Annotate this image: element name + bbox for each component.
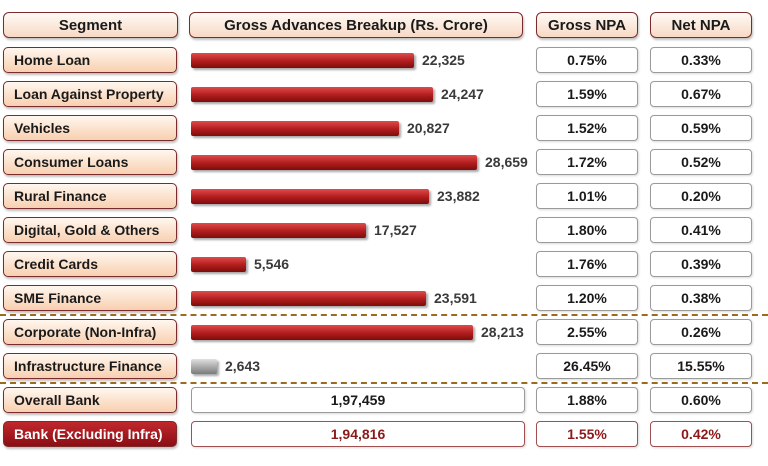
gross-npa-cell: 1.52% [536, 115, 638, 141]
segment-label-overall-bank: Overall Bank [3, 387, 177, 413]
advances-bar-label: 17,527 [374, 222, 417, 238]
header-segment: Segment [3, 12, 178, 38]
segment-label-home-loan: Home Loan [3, 47, 177, 73]
gross-npa-cell: 1.59% [536, 81, 638, 107]
advances-bar-label: 2,643 [225, 358, 261, 374]
net-npa-cell: 0.52% [650, 149, 752, 175]
header-gross-npa: Gross NPA [536, 12, 638, 38]
advances-bar [191, 53, 414, 68]
advances-bar [191, 223, 366, 238]
segment-label-credit-cards: Credit Cards [3, 251, 177, 277]
advances-total-excl-infra: 1,94,816 [191, 421, 525, 447]
advances-bar-label: 5,546 [254, 256, 290, 272]
header-segment-label: Segment [58, 16, 123, 34]
header-gross-npa-label: Gross NPA [547, 16, 627, 34]
segment-label-bank-excl-infra: Bank (Excluding Infra) [3, 421, 177, 447]
advances-bar [191, 325, 473, 340]
gross-npa-cell: 1.20% [536, 285, 638, 311]
advances-bar-label: 20,827 [407, 120, 450, 136]
net-npa-cell: 0.26% [650, 319, 752, 345]
segment-label-infrastructure: Infrastructure Finance [3, 353, 177, 379]
segment-label-lap: Loan Against Property [3, 81, 177, 107]
advances-bar [191, 87, 433, 102]
gross-npa-cell: 1.72% [536, 149, 638, 175]
gross-npa-cell: 0.75% [536, 47, 638, 73]
segment-label-rural-finance: Rural Finance [3, 183, 177, 209]
header-net-npa: Net NPA [650, 12, 752, 38]
net-npa-cell: 0.41% [650, 217, 752, 243]
advances-total-overall: 1,97,459 [191, 387, 525, 413]
segment-label-consumer-loans: Consumer Loans [3, 149, 177, 175]
segment-label-corporate: Corporate (Non-Infra) [3, 319, 177, 345]
section-divider [0, 382, 768, 384]
advances-bar [191, 189, 429, 204]
net-npa-cell: 0.39% [650, 251, 752, 277]
advances-bar-label: 28,213 [481, 324, 524, 340]
section-divider [0, 314, 768, 316]
advances-bar-label: 23,882 [437, 188, 480, 204]
header-advances-label: Gross Advances Breakup (Rs. Crore) [224, 16, 488, 34]
net-npa-cell: 0.38% [650, 285, 752, 311]
net-npa-cell: 15.55% [650, 353, 752, 379]
segment-label-sme-finance: SME Finance [3, 285, 177, 311]
net-npa-cell: 0.59% [650, 115, 752, 141]
gross-npa-cell: 1.76% [536, 251, 638, 277]
header-advances: Gross Advances Breakup (Rs. Crore) [189, 12, 523, 38]
gross-npa-cell-excl-infra: 1.55% [536, 421, 638, 447]
net-npa-cell: 0.33% [650, 47, 752, 73]
gross-npa-cell: 1.01% [536, 183, 638, 209]
advances-bar [191, 121, 399, 136]
gross-npa-cell: 2.55% [536, 319, 638, 345]
advances-bar [191, 257, 246, 272]
gross-npa-cell: 1.80% [536, 217, 638, 243]
advances-bar-label: 28,659 [485, 154, 528, 170]
advances-bar-label: 22,325 [422, 52, 465, 68]
advances-bar [191, 359, 217, 374]
header-net-npa-label: Net NPA [671, 16, 731, 34]
segment-label-digital-gold: Digital, Gold & Others [3, 217, 177, 243]
advances-bar-label: 23,591 [434, 290, 477, 306]
gross-npa-cell: 26.45% [536, 353, 638, 379]
segment-label-vehicles: Vehicles [3, 115, 177, 141]
advances-bar [191, 291, 426, 306]
advances-bar [191, 155, 477, 170]
net-npa-cell-overall: 0.60% [650, 387, 752, 413]
net-npa-cell-excl-infra: 0.42% [650, 421, 752, 447]
gross-npa-cell-overall: 1.88% [536, 387, 638, 413]
net-npa-cell: 0.67% [650, 81, 752, 107]
advances-bar-label: 24,247 [441, 86, 484, 102]
net-npa-cell: 0.20% [650, 183, 752, 209]
